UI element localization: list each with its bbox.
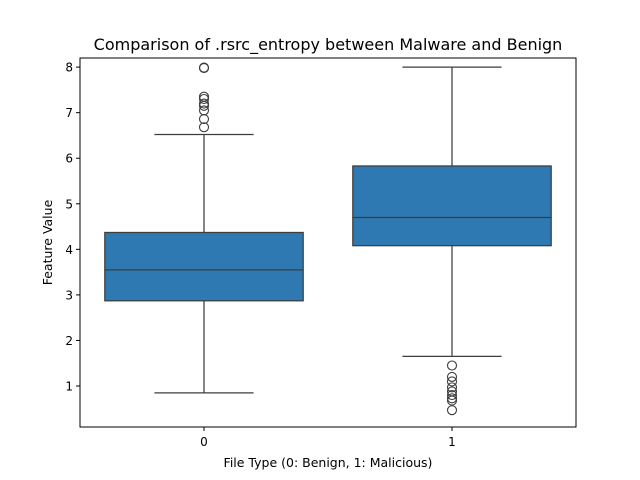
y-tick-label: 4	[65, 243, 73, 257]
plot-area	[104, 62, 552, 416]
outlier-point	[198, 91, 210, 102]
y-tick-label: 8	[65, 61, 73, 75]
outlier-point	[198, 105, 210, 116]
y-tick-label: 6	[65, 152, 73, 166]
outlier-point	[446, 376, 458, 387]
y-axis-label: Feature Value	[40, 199, 55, 285]
iqr-box	[352, 165, 552, 247]
y-axis: 1 2 3 4 5 6 7 8	[65, 61, 80, 394]
outlier-point	[446, 371, 458, 382]
box-group-1	[352, 66, 552, 416]
outlier-point	[446, 390, 458, 401]
y-tick-label: 5	[65, 197, 73, 211]
y-tick-label: 7	[65, 106, 73, 120]
y-tick-label: 1	[65, 380, 73, 394]
chart-title: Comparison of .rsrc_entropy between Malw…	[94, 35, 563, 55]
outlier-point	[446, 382, 458, 393]
iqr-box	[104, 231, 304, 302]
outlier-point	[446, 360, 458, 371]
x-tick-label: 1	[448, 435, 456, 449]
x-axis-label: File Type (0: Benign, 1: Malicious)	[224, 455, 433, 470]
y-tick-label: 3	[65, 288, 73, 302]
outlier-point	[198, 98, 210, 109]
outlier-point	[198, 113, 210, 125]
plot-frame	[79, 57, 577, 428]
box-group-0	[104, 62, 304, 394]
outlier-point	[446, 405, 458, 416]
outlier-point	[446, 395, 458, 406]
x-tick-label: 0	[200, 435, 208, 449]
outlier-point	[198, 122, 210, 133]
y-tick-label: 2	[65, 334, 73, 348]
outlier-point	[198, 62, 210, 73]
